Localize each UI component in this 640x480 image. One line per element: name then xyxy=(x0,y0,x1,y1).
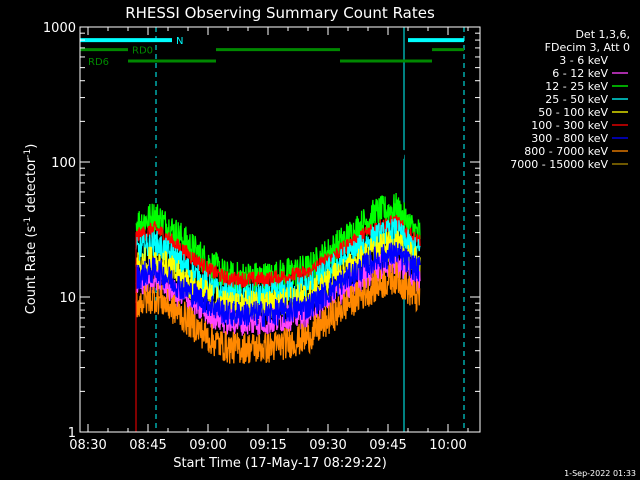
series-800-7000-kev xyxy=(135,261,421,364)
x-axis-label: Start Time (17-May-17 08:29:22) xyxy=(173,456,387,471)
series-300-800-kev xyxy=(135,241,421,328)
plot-area xyxy=(80,27,465,432)
legend-label-7000-15000: 7000 - 15000 keV xyxy=(510,158,608,171)
y-tick-label: 10 xyxy=(59,291,76,306)
y-axis-label: Count Rate (s-1 detector-1) xyxy=(23,144,39,315)
plot-frame xyxy=(79,26,481,433)
x-tick-label: 09:15 xyxy=(249,438,286,453)
y-tick-label: 1000 xyxy=(43,21,76,36)
legend-label-50-100: 50 - 100 keV xyxy=(538,106,608,119)
flag-label-rd0: RD0 xyxy=(132,46,153,57)
legend-label-100-300: 100 - 300 keV xyxy=(531,119,608,132)
series-50-100-kev xyxy=(135,230,421,323)
legend-header-line-1: Det 1,3,6, xyxy=(575,28,630,41)
legend-label-12-25: 12 - 25 keV xyxy=(545,80,608,93)
x-tick-label: 08:45 xyxy=(129,438,166,453)
x-tick-label: 09:45 xyxy=(369,438,406,453)
timestamp: 1-Sep-2022 01:33 xyxy=(564,469,636,478)
legend-label-800-7000: 800 - 7000 keV xyxy=(524,145,608,158)
x-tick-label: 09:00 xyxy=(189,438,226,453)
legend-label-6-12: 6 - 12 keV xyxy=(552,67,608,80)
x-axis: 08:30 08:45 09:00 09:15 09:30 09:45 10:00 xyxy=(69,27,469,453)
x-tick-label: 10:00 xyxy=(429,438,466,453)
y-tick-label: 1 xyxy=(68,426,76,441)
legend-label-300-800: 300 - 800 keV xyxy=(531,132,608,145)
y-axis: 1 10 100 1000 xyxy=(43,21,480,441)
x-tick-label: 08:30 xyxy=(69,438,106,453)
series-3-6-kev xyxy=(135,141,421,432)
flag-label-rd6: RD6 xyxy=(88,57,109,68)
y-tick-label: 100 xyxy=(51,156,76,171)
chart-title: RHESSI Observing Summary Count Rates xyxy=(125,4,435,22)
x-tick-label: 09:30 xyxy=(309,438,346,453)
legend-label-3-6: 3 - 6 keV xyxy=(559,54,608,67)
flag-label-n: N xyxy=(176,36,183,47)
legend-header-line-2: FDecim 3, Att 0 xyxy=(545,41,630,54)
legend-label-25-50: 25 - 50 keV xyxy=(545,93,608,106)
